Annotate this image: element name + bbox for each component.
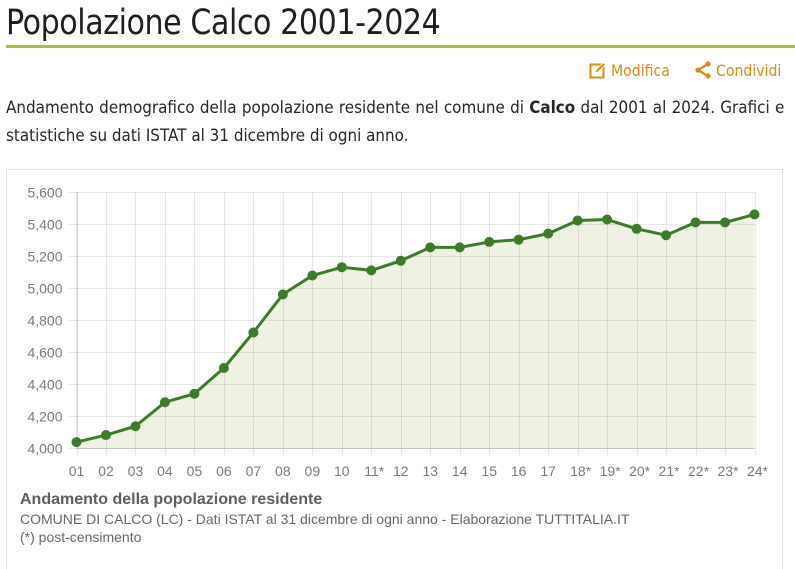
data-point: [366, 265, 377, 276]
data-point: [631, 223, 642, 234]
chart-source: COMUNE DI CALCO (LC) - Dati ISTAT al 31 …: [20, 511, 630, 527]
y-tick-label: 5,600: [27, 185, 62, 201]
x-tick-label: 23*: [718, 463, 740, 479]
page-title: Popolazione Calco 2001-2024: [6, 3, 441, 43]
page-actions: Modifica Condividi: [589, 58, 784, 82]
data-point: [543, 228, 554, 239]
x-tick-label: 04: [157, 463, 173, 479]
edit-button[interactable]: Modifica: [589, 61, 672, 80]
y-tick-label: 4,600: [27, 345, 62, 361]
data-point: [454, 242, 465, 253]
chart-container: [6, 169, 783, 569]
x-tick-label: 06: [216, 463, 232, 479]
x-tick-label: 08: [275, 463, 291, 479]
x-tick-label: 02: [98, 463, 114, 479]
data-point: [572, 215, 583, 226]
data-point: [159, 397, 170, 408]
data-line: [76, 212, 755, 444]
chart-title: Andamento della popolazione residente: [20, 491, 323, 508]
x-tick-label: 15: [481, 463, 497, 479]
data-point: [720, 217, 731, 228]
edit-icon: [589, 61, 607, 79]
x-tick-label: 09: [305, 463, 321, 479]
y-tick-label: 5,400: [27, 217, 62, 233]
data-point: [71, 437, 82, 448]
x-tick-label: 07: [246, 463, 262, 479]
data-point: [100, 430, 111, 441]
intro-town-name: Calco: [529, 98, 576, 117]
y-tick-label: 4,000: [27, 441, 62, 457]
population-chart: 4,000 4,200 4,400 4,600 4,800 5,000 5,200 5,400…: [27, 185, 769, 480]
x-tick-label: 20*: [629, 463, 651, 479]
intro-paragraph: Andamento demografico della popolazione …: [6, 94, 784, 150]
x-tick-label: 17: [540, 463, 556, 479]
x-tick-label: 14: [452, 463, 468, 479]
x-tick-label: 16: [511, 463, 527, 479]
chart-caption: Andamento della popolazione residente CO…: [20, 490, 629, 546]
x-tick-label: 21*: [659, 463, 681, 479]
x-tick-label: 13: [422, 463, 438, 479]
data-point: [277, 289, 288, 300]
intro-text-after: dal 2001 al 2024. Grafici e statistiche …: [6, 98, 785, 145]
x-tick-label: 11*: [364, 463, 385, 479]
x-tick-label: 12: [393, 463, 409, 479]
x-tick-label: 01: [69, 463, 85, 479]
data-point: [395, 255, 406, 266]
y-tick-label: 5,000: [27, 281, 62, 297]
y-tick-label: 4,800: [27, 313, 62, 329]
data-point: [248, 327, 259, 338]
share-button[interactable]: Condividi: [694, 61, 784, 80]
share-icon: [694, 61, 712, 79]
area-fill: [76, 214, 755, 448]
data-point: [484, 236, 495, 247]
edit-label: Modifica: [610, 60, 670, 80]
share-label: Condividi: [715, 60, 782, 80]
x-tick-label: 05: [187, 463, 203, 479]
x-tick-label: 22*: [688, 463, 710, 479]
data-point: [661, 230, 672, 241]
intro-text-before: Andamento demografico della popolazione …: [6, 98, 530, 117]
y-tick-label: 4,400: [27, 377, 62, 393]
y-tick-label: 4,200: [27, 409, 62, 425]
y-tick-label: 5,200: [27, 249, 62, 265]
data-point: [749, 209, 760, 220]
data-point: [602, 214, 613, 225]
data-point: [336, 262, 347, 273]
x-tick-label: 18*: [570, 463, 592, 479]
x-tick-label: 03: [128, 463, 144, 479]
data-point: [189, 388, 200, 399]
data-point: [130, 421, 141, 432]
title-underline: [6, 45, 795, 48]
x-tick-label: 24*: [747, 463, 769, 479]
data-point: [425, 242, 436, 253]
x-tick-label: 19*: [600, 463, 622, 479]
data-point: [513, 234, 524, 245]
chart-note: (*) post-censimento: [20, 529, 142, 545]
x-tick-label: 10: [334, 463, 350, 479]
data-point: [690, 217, 701, 228]
data-point: [307, 270, 318, 281]
data-point: [218, 363, 229, 373]
